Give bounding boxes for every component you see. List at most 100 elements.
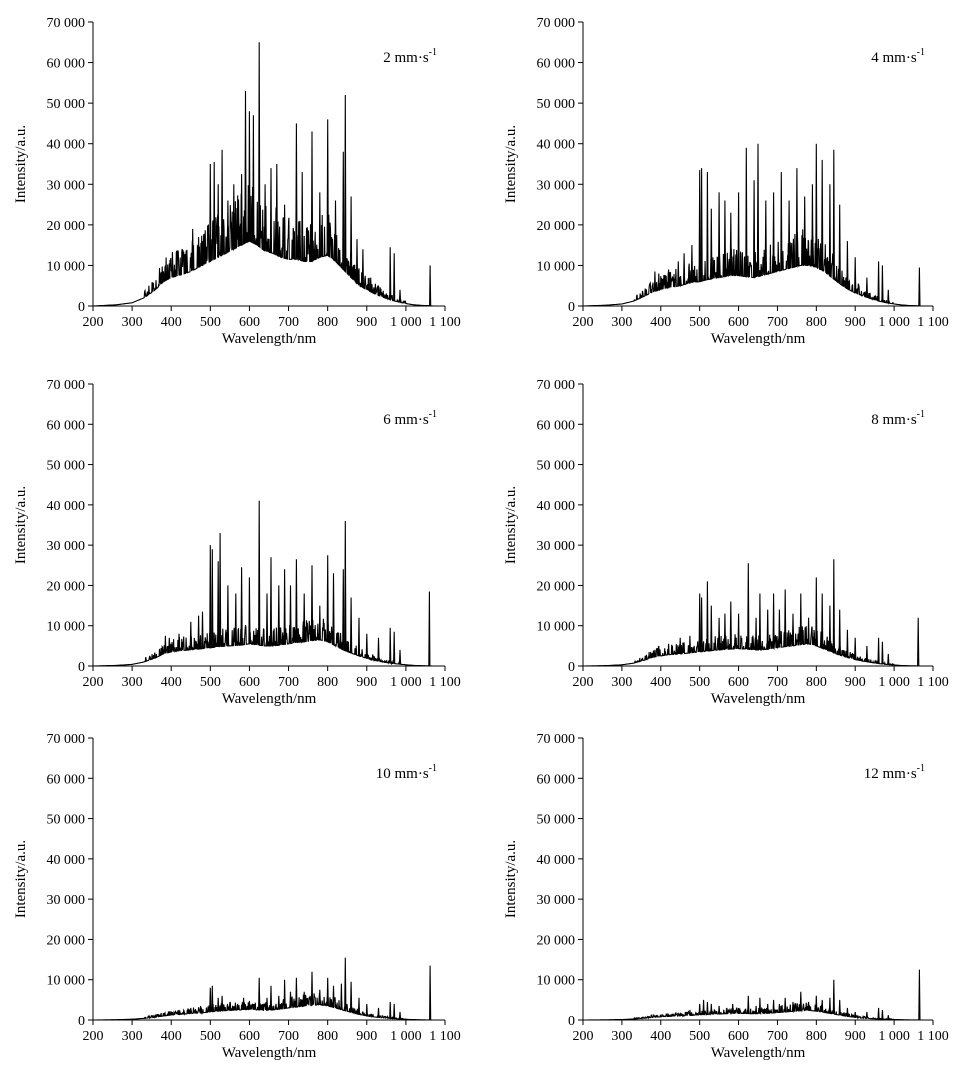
y-tick-label: 40 000: [47, 138, 86, 153]
emission-peak: [398, 1011, 402, 1020]
emission-peak: [283, 204, 286, 259]
emission-peak: [344, 957, 347, 1011]
emission-peak: [318, 605, 321, 640]
emission-peak: [361, 249, 365, 288]
x-tick-label: 800: [317, 675, 338, 690]
emission-peak: [234, 593, 237, 646]
y-tick-label: 10 000: [537, 259, 576, 274]
emission-peak: [754, 1005, 758, 1014]
emission-peak: [772, 192, 775, 273]
emission-peak: [887, 289, 890, 304]
x-tick-label: 200: [573, 315, 594, 330]
emission-peak: [211, 985, 214, 1012]
emission-peak: [344, 520, 347, 651]
emission-peak: [226, 585, 230, 647]
spectrum-trace: [583, 229, 922, 307]
chart-panel-3: 0 10 000 20 000 30 000 40 000 50 000 60 000 70 …: [13, 378, 461, 707]
emission-peak: [811, 184, 814, 267]
emission-peak: [723, 613, 727, 650]
x-tick-label: 400: [161, 675, 182, 690]
emission-peak: [772, 999, 775, 1013]
y-tick-label: 70 000: [47, 16, 86, 31]
x-tick-label: 600: [239, 1029, 260, 1044]
x-tick-label: 1 100: [429, 315, 461, 330]
emission-peak: [865, 1011, 869, 1019]
emission-peak: [766, 609, 769, 650]
emission-peak: [218, 533, 222, 647]
y-tick-label: 70 000: [537, 732, 576, 747]
y-tick-label: 60 000: [47, 57, 86, 72]
emission-peak: [828, 997, 832, 1014]
emission-peak: [191, 228, 194, 271]
emission-peak: [821, 999, 824, 1013]
x-axis-label: Wavelength/nm: [222, 331, 317, 347]
emission-peak: [428, 591, 431, 666]
emission-peak: [289, 991, 292, 1008]
emission-peak: [177, 1009, 181, 1015]
speed-label: 10 mm·s-1: [376, 763, 437, 782]
spectrum-trace: [93, 992, 434, 1021]
emission-peak: [220, 995, 224, 1011]
emission-peak: [326, 119, 329, 256]
emission-peak: [679, 637, 682, 654]
emission-peak: [729, 601, 732, 650]
emission-peak: [393, 253, 396, 301]
x-tick-label: 500: [200, 1029, 221, 1044]
emission-peak: [710, 605, 713, 651]
emission-peak: [729, 212, 732, 276]
emission-peak: [764, 200, 767, 275]
x-tick-label: 300: [122, 315, 143, 330]
emission-peak: [877, 637, 880, 664]
x-tick-label: 1 000: [390, 675, 422, 690]
emission-peak: [700, 597, 703, 652]
x-tick-label: 900: [845, 675, 866, 690]
x-tick-label: 400: [161, 315, 182, 330]
emission-peak: [865, 277, 869, 298]
emission-peak: [821, 159, 824, 271]
y-tick-label: 0: [78, 300, 85, 315]
x-tick-label: 800: [317, 315, 338, 330]
emission-peak: [220, 149, 224, 256]
emission-peak: [688, 635, 692, 653]
x-tick-label: 400: [650, 315, 671, 330]
emission-peak: [717, 1005, 721, 1015]
y-tick-label: 50 000: [537, 97, 576, 112]
y-tick-label: 10 000: [537, 974, 576, 989]
x-tick-label: 700: [767, 315, 788, 330]
x-tick-label: 900: [845, 315, 866, 330]
emission-peak: [177, 633, 181, 651]
emission-peak: [677, 261, 680, 287]
y-axis-label: Intensity/a.u.: [13, 486, 29, 564]
emission-peak: [185, 253, 189, 273]
emission-peak: [173, 269, 177, 277]
emission-peak: [881, 265, 884, 302]
x-tick-label: 500: [200, 675, 221, 690]
emission-peak: [252, 115, 255, 244]
emission-peak: [706, 172, 709, 280]
y-tick-label: 50 000: [47, 97, 86, 112]
y-tick-label: 70 000: [47, 378, 86, 393]
emission-peak: [217, 561, 220, 647]
x-axis-label: Wavelength/nm: [711, 691, 806, 707]
x-tick-label: 1 000: [878, 1029, 910, 1044]
x-tick-label: 1 100: [429, 1029, 461, 1044]
x-tick-label: 700: [767, 675, 788, 690]
x-tick-label: 700: [278, 675, 299, 690]
y-tick-label: 20 000: [47, 933, 86, 948]
x-tick-label: 1 000: [390, 1029, 422, 1044]
y-tick-label: 20 000: [47, 219, 86, 234]
emission-peak: [667, 643, 670, 655]
y-tick-label: 40 000: [537, 499, 576, 514]
y-tick-label: 30 000: [47, 893, 86, 908]
emission-peak: [723, 200, 727, 277]
emission-peak: [846, 241, 849, 290]
emission-peak: [295, 559, 298, 643]
emission-peak: [201, 241, 204, 266]
emission-peak: [301, 172, 304, 261]
x-tick-label: 1 100: [917, 1029, 949, 1044]
emission-peak: [377, 285, 380, 296]
emission-peak: [698, 170, 701, 282]
emission-peak: [682, 253, 686, 285]
